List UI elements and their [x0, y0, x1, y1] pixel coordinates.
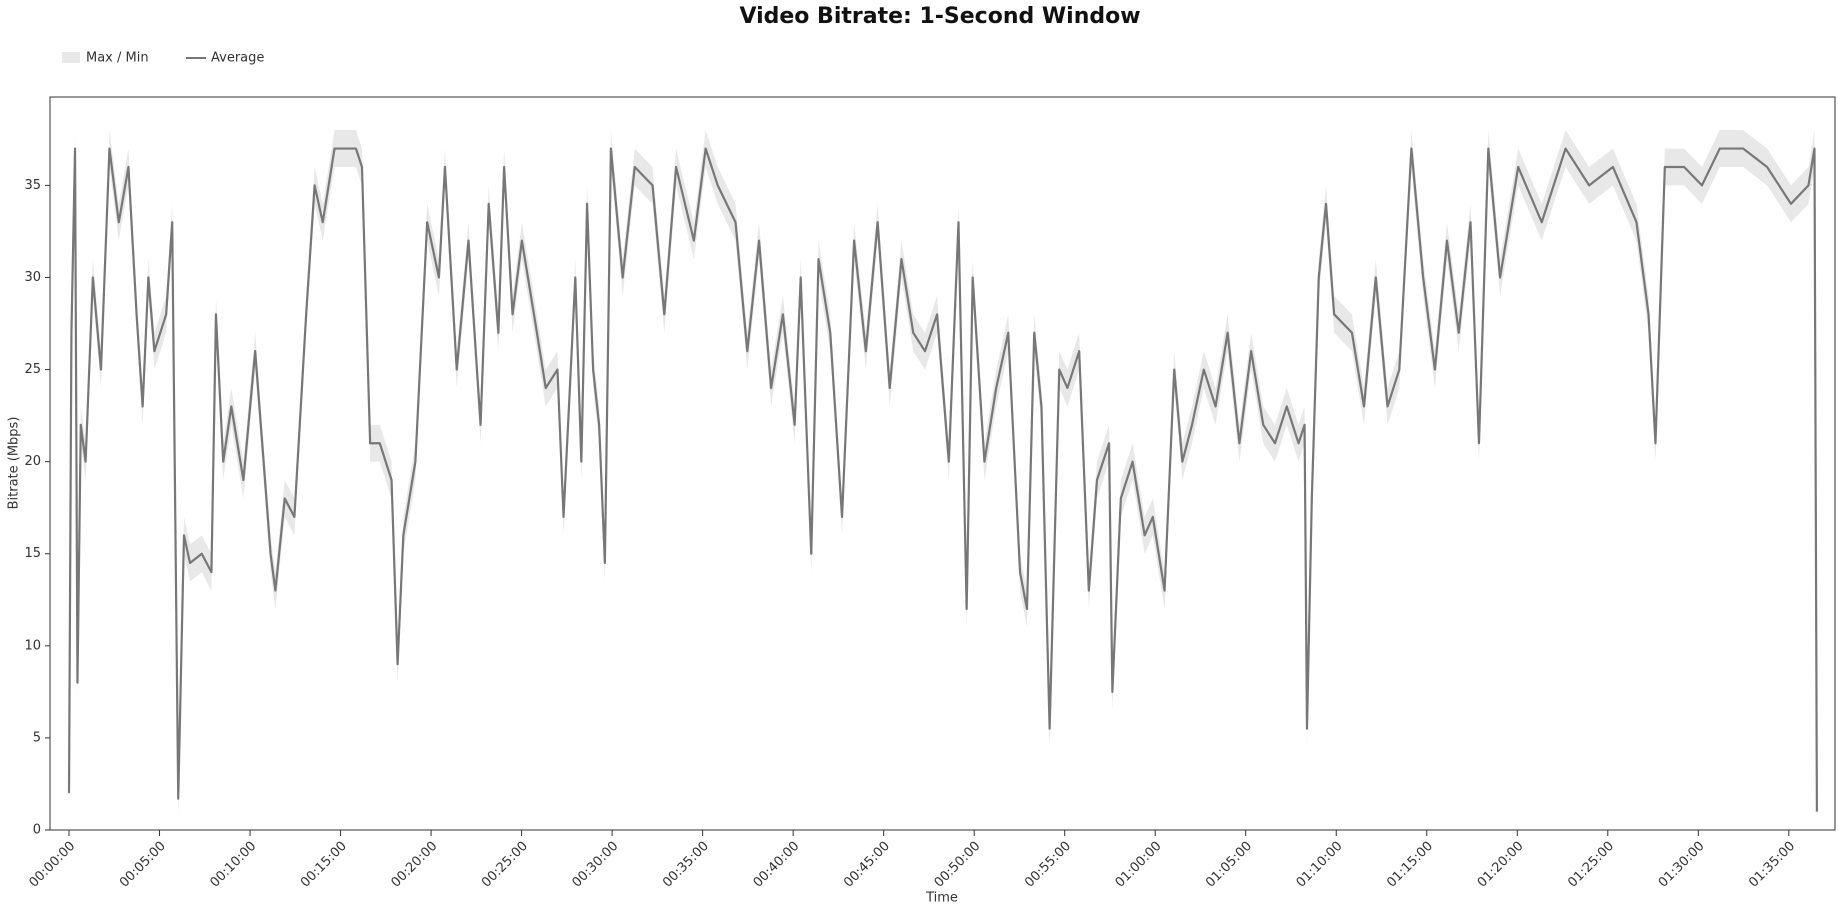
x-tick-label: 00:30:00: [570, 839, 622, 891]
chart-title: Video Bitrate: 1-Second Window: [739, 4, 1140, 29]
x-tick-label: 00:40:00: [751, 839, 803, 891]
legend-swatch: [62, 52, 80, 63]
x-tick-label: 00:15:00: [298, 839, 350, 891]
x-tick-label: 00:55:00: [1022, 839, 1074, 891]
x-tick-label: 01:05:00: [1203, 839, 1255, 891]
x-tick-label: 00:20:00: [388, 839, 440, 891]
x-tick-label: 00:00:00: [26, 839, 78, 891]
y-tick-label: 15: [24, 546, 41, 561]
y-tick-label: 5: [33, 730, 41, 745]
x-tick-label: 01:35:00: [1746, 839, 1798, 891]
max-min-band: [69, 130, 1817, 825]
y-tick-label: 0: [33, 823, 41, 838]
x-tick-label: 01:20:00: [1475, 839, 1527, 891]
x-tick-label: 01:10:00: [1294, 839, 1346, 891]
x-tick-label: 00:35:00: [660, 839, 712, 891]
x-tick-label: 01:15:00: [1384, 839, 1436, 891]
x-tick-label: 00:25:00: [479, 839, 531, 891]
y-tick-label: 35: [24, 178, 41, 193]
y-tick-label: 25: [24, 362, 41, 377]
x-tick-label: 00:50:00: [932, 839, 984, 891]
x-tick-label: 01:00:00: [1113, 839, 1165, 891]
average-line: [67, 147, 1818, 812]
y-tick-label: 10: [24, 638, 41, 653]
plot-frame: [49, 96, 1836, 831]
x-tick-label: 01:25:00: [1565, 839, 1617, 891]
x-tick-label: 00:45:00: [841, 839, 893, 891]
x-tick-label: 00:10:00: [207, 839, 259, 891]
legend-label: Max / Min: [86, 51, 149, 66]
x-tick-label: 00:05:00: [117, 839, 169, 891]
x-axis-label: Time: [925, 891, 958, 906]
x-tick-label: 01:30:00: [1656, 839, 1708, 891]
y-axis-label: Bitrate (Mbps): [7, 417, 22, 510]
y-tick-label: 20: [24, 454, 41, 469]
legend-label: Average: [211, 51, 264, 66]
y-tick-label: 30: [24, 270, 41, 285]
